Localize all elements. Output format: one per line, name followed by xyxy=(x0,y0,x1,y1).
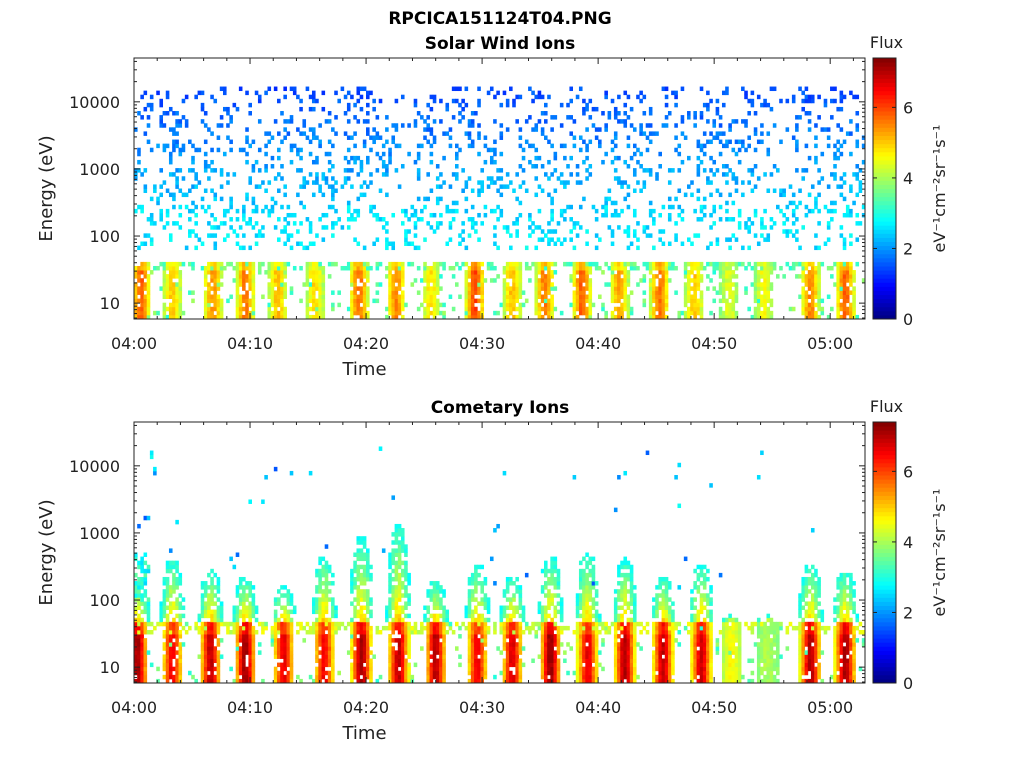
y-tick-label: 10000 xyxy=(69,457,120,476)
x-axis: 04:00 04:10 04:20 04:30 04:40 04:50 05:00 xyxy=(111,58,854,353)
figure-title: RPCICA151124T04.PNG xyxy=(388,9,611,29)
x-tick-label: 04:40 xyxy=(575,698,621,717)
x-tick-label: 04:10 xyxy=(227,698,273,717)
colorbar-tick-label: 6 xyxy=(903,98,913,117)
y-tick-label: 10 xyxy=(100,658,120,677)
x-tick-label: 04:20 xyxy=(343,698,389,717)
y-axis: 10 100 1000 10000 xyxy=(69,60,865,319)
x-tick-label: 04:10 xyxy=(227,334,273,353)
colorbar-tick-label: 4 xyxy=(903,169,913,188)
x-tick-label: 04:00 xyxy=(111,334,157,353)
x-tick-label: 04:50 xyxy=(691,698,737,717)
plot-frame xyxy=(133,57,866,320)
colorbar: 0 2 4 6 Flux eV⁻¹cm⁻²sr⁻¹s⁻¹ xyxy=(870,33,949,329)
colorbar-tick-label: 0 xyxy=(903,674,913,693)
colorbar-tick-label: 6 xyxy=(903,462,913,481)
colorbar-title: Flux xyxy=(870,397,903,416)
y-axis: 10 100 1000 10000 xyxy=(69,424,865,683)
x-axis: 04:00 04:10 04:20 04:30 04:40 04:50 05:00 xyxy=(111,422,854,717)
x-tick-label: 04:30 xyxy=(459,698,505,717)
y-axis-label: Energy (eV) xyxy=(36,499,57,605)
y-tick-label: 10000 xyxy=(69,93,120,112)
x-axis-label: Time xyxy=(341,723,386,744)
x-tick-label: 04:00 xyxy=(111,698,157,717)
y-tick-label: 1000 xyxy=(79,160,120,179)
x-axis-label: Time xyxy=(341,359,386,380)
x-tick-label: 04:40 xyxy=(575,334,621,353)
y-tick-label: 100 xyxy=(89,227,120,246)
plot-frame xyxy=(133,421,866,684)
y-tick-label: 1000 xyxy=(79,524,120,543)
colorbar-tick-label: 2 xyxy=(903,603,913,622)
y-tick-label: 100 xyxy=(89,591,120,610)
colorbar-label: eV⁻¹cm⁻²sr⁻¹s⁻¹ xyxy=(930,489,949,617)
colorbar: 0 2 4 6 Flux eV⁻¹cm⁻²sr⁻¹s⁻¹ xyxy=(870,397,949,693)
heatmap-cells xyxy=(134,446,866,684)
colorbar-tick-label: 4 xyxy=(903,533,913,552)
colorbar-tick-label: 2 xyxy=(903,239,913,258)
x-tick-label: 05:00 xyxy=(807,334,853,353)
y-axis-label: Energy (eV) xyxy=(36,135,57,241)
heatmap-cells xyxy=(134,86,866,320)
y-tick-label: 10 xyxy=(100,294,120,313)
colorbar-title: Flux xyxy=(870,33,903,52)
x-tick-label: 04:20 xyxy=(343,334,389,353)
colorbar-tick-label: 0 xyxy=(903,310,913,329)
x-tick-label: 04:30 xyxy=(459,334,505,353)
x-tick-label: 04:50 xyxy=(691,334,737,353)
panel-title: Cometary Ions xyxy=(431,398,570,418)
colorbar-label: eV⁻¹cm⁻²sr⁻¹s⁻¹ xyxy=(930,125,949,253)
panel-title: Solar Wind Ions xyxy=(425,34,576,54)
x-tick-label: 05:00 xyxy=(807,698,853,717)
